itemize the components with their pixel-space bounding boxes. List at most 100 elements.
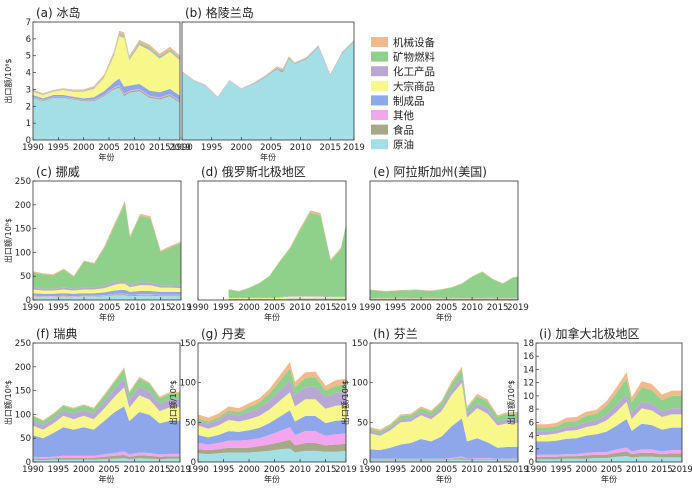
area-g-化工产品 — [198, 380, 346, 429]
legend-swatch-原油 — [371, 139, 388, 150]
x-tick-label-h: 2010 — [461, 465, 483, 475]
y-tick-label-c: 50 — [20, 272, 31, 282]
x-tick-label-g: 2019 — [335, 465, 357, 475]
x-tick-label-h: 2015 — [487, 465, 509, 475]
x-tick-label-d: 1990 — [187, 303, 209, 313]
x-tick-label-f: 2015 — [149, 465, 171, 475]
x-tick-label-f: 1990 — [22, 465, 44, 475]
area-f-原油 — [33, 458, 180, 462]
area-c-矿物燃料 — [33, 202, 181, 289]
area-i-其他 — [536, 447, 682, 457]
area-b-原油 — [182, 42, 354, 141]
x-tick-label-d: 2005 — [264, 303, 286, 313]
legend-swatch-机械设备 — [371, 37, 388, 47]
area-h-原油 — [370, 459, 518, 462]
area-d-制成品 — [228, 298, 346, 300]
y-tick-label-i: 8 — [529, 405, 534, 415]
legend-label-食品: 食品 — [393, 124, 414, 137]
x-axis-label-d: 年份 — [264, 312, 280, 322]
y-tick-label-c: 0 — [26, 296, 31, 306]
x-tick-label-h: 2000 — [410, 465, 432, 475]
panel-title-c: (c) 挪威 — [36, 165, 80, 179]
x-axis-label-a: 年份 — [99, 152, 115, 162]
y-tick-label-a: 5 — [26, 52, 31, 62]
y-tick-label-a: 2 — [26, 102, 31, 112]
y-tick-label-h: 50 — [357, 418, 368, 428]
x-tick-label-g: 2005 — [264, 465, 286, 475]
area-c-其他 — [33, 293, 181, 297]
area-h-矿物燃料 — [370, 369, 518, 434]
x-tick-label-e: 1995 — [385, 303, 407, 313]
area-c-食品 — [33, 294, 181, 298]
legend-label-化工产品: 化工产品 — [393, 65, 435, 78]
x-tick-label-h: 1990 — [359, 465, 381, 475]
area-g-矿物燃料 — [198, 368, 346, 424]
x-tick-label-b: 2010 — [290, 143, 312, 153]
y-tick-label-h: 0 — [363, 458, 368, 468]
y-axis-label-i: 出口额/10⁸$ — [506, 380, 516, 425]
legend-label-制成品: 制成品 — [393, 94, 425, 107]
area-i-制成品 — [536, 419, 682, 455]
area-i-食品 — [536, 451, 682, 460]
y-tick-label-h: 150 — [352, 339, 368, 349]
area-g-食品 — [198, 439, 346, 455]
area-g-制成品 — [198, 410, 346, 445]
legend-label-大宗商品: 大宗商品 — [393, 80, 435, 93]
x-tick-label-f: 2019 — [169, 465, 191, 475]
y-tick-label-g: 100 — [180, 379, 196, 389]
x-tick-label-g: 2000 — [238, 465, 260, 475]
x-tick-label-i: 2015 — [651, 465, 673, 475]
x-axis-label-f: 年份 — [99, 474, 115, 484]
legend-swatch-矿物燃料 — [371, 51, 388, 62]
y-tick-label-f: 200 — [15, 363, 31, 373]
axes-frame-g — [197, 342, 347, 463]
axes-frame-e — [369, 180, 519, 301]
x-tick-label-d: 2000 — [238, 303, 260, 313]
area-h-机械设备 — [370, 366, 518, 432]
y-tick-label-c: 200 — [15, 201, 31, 211]
y-tick-label-f: 250 — [15, 339, 31, 349]
x-tick-label-g: 2010 — [289, 465, 311, 475]
area-h-大宗商品 — [370, 382, 518, 451]
area-c-原油 — [33, 295, 181, 300]
y-tick-label-a: 3 — [26, 85, 31, 95]
x-tick-label-c: 2015 — [150, 303, 172, 313]
y-tick-label-i: 6 — [529, 418, 534, 428]
x-tick-label-a: 1990 — [22, 143, 44, 153]
x-tick-label-b: 1990 — [171, 143, 193, 153]
x-tick-label-i: 1995 — [550, 465, 572, 475]
x-tick-label-f: 2010 — [124, 465, 146, 475]
x-tick-label-c: 2010 — [124, 303, 146, 313]
x-tick-label-h: 1995 — [385, 465, 407, 475]
y-tick-label-a: 1 — [26, 119, 31, 129]
x-tick-label-a: 2019 — [169, 143, 191, 153]
legend-swatch-制成品 — [371, 95, 388, 106]
area-g-原油 — [198, 448, 346, 462]
area-e-制成品 — [370, 299, 518, 300]
area-d-矿物燃料 — [228, 212, 346, 298]
legend-label-矿物燃料: 矿物燃料 — [393, 51, 435, 64]
x-tick-label-a: 2000 — [73, 143, 95, 153]
y-axis-label-g: 出口额/10⁸$ — [168, 380, 178, 425]
x-tick-label-a: 2005 — [98, 143, 120, 153]
area-h-食品 — [370, 458, 518, 461]
x-axis-label-c: 年份 — [99, 312, 115, 322]
legend-swatch-化工产品 — [371, 66, 388, 77]
area-h-化工产品 — [370, 377, 518, 436]
y-tick-label-i: 12 — [523, 379, 534, 389]
y-tick-label-f: 100 — [15, 410, 31, 420]
area-i-机械设备 — [536, 372, 682, 428]
x-tick-label-f: 2000 — [73, 465, 95, 475]
area-i-化工产品 — [536, 394, 682, 435]
panel-title-f: (f) 瑞典 — [36, 327, 77, 341]
x-tick-label-h: 2019 — [507, 465, 529, 475]
area-f-矿物燃料 — [33, 369, 180, 425]
y-tick-label-f: 150 — [15, 387, 31, 397]
area-e-化工产品 — [370, 298, 518, 299]
x-tick-label-d: 2015 — [315, 303, 337, 313]
x-tick-label-i: 2019 — [671, 465, 692, 475]
area-f-食品 — [33, 454, 180, 461]
y-tick-label-i: 18 — [523, 339, 534, 349]
panel-title-h: (h) 芬兰 — [373, 327, 418, 341]
